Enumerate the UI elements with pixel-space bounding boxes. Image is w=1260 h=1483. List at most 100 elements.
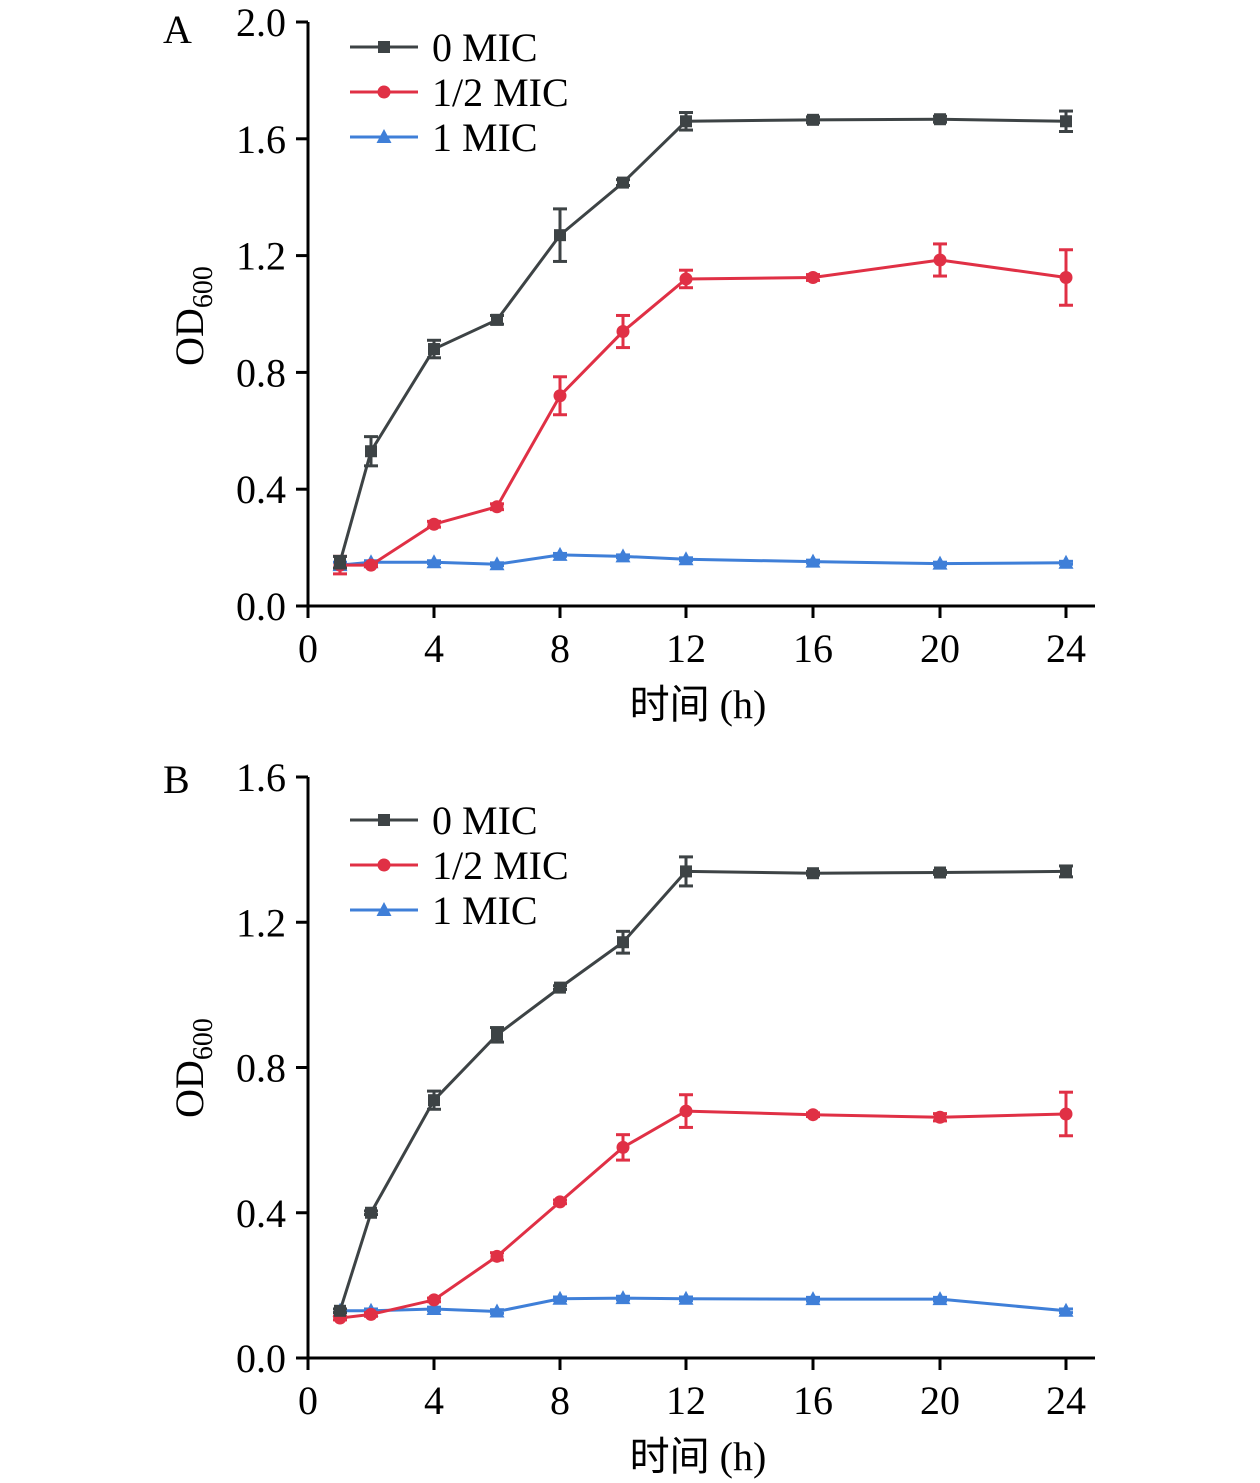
data-point: [805, 553, 821, 568]
legend-marker: [378, 41, 390, 53]
data-point: [489, 556, 505, 571]
chart-panel-a: A 0.0 0.4 0.8 1.2 1.6 2.0 0 4 8 12 16 20 24 0 MIC1/2 …: [163, 0, 1095, 727]
data-point: [615, 548, 631, 563]
legend-marker: [378, 814, 390, 826]
data-point: [1059, 1107, 1073, 1121]
data-point: [679, 1104, 693, 1118]
x-tick-label: 24: [1046, 1378, 1086, 1423]
svg-text:OD600: OD600: [167, 1018, 219, 1118]
x-axis-title: 时间 (h): [630, 682, 767, 727]
data-point: [805, 1291, 821, 1306]
y-axis-title-main: OD: [167, 1060, 212, 1118]
y-axis-title-subscript: 600: [188, 266, 219, 308]
data-point: [490, 1249, 504, 1263]
data-point: [807, 867, 819, 880]
data-point: [1059, 271, 1073, 284]
data-point: [491, 1028, 503, 1041]
data-point: [934, 866, 946, 879]
data-point: [554, 981, 566, 994]
x-tick-label: 24: [1046, 626, 1086, 671]
legend-label: 1/2 MIC: [432, 843, 569, 888]
data-point: [932, 1291, 948, 1306]
x-tick-label: 4: [424, 626, 444, 671]
y-tick-label: 1.6: [236, 755, 286, 800]
data-point: [1060, 115, 1072, 128]
series-line: [338, 869, 1067, 1312]
panel-label: A: [163, 7, 192, 52]
data-point: [932, 555, 948, 570]
data-point: [553, 1195, 567, 1209]
series-line: [340, 258, 1067, 567]
data-point: [616, 325, 630, 339]
data-point: [806, 1108, 820, 1122]
data-point: [428, 1094, 440, 1107]
data-point: [490, 500, 504, 514]
data-point: [678, 1290, 694, 1305]
series-line: [339, 1109, 1067, 1320]
y-tick-label: 2.0: [236, 0, 286, 45]
y-tick-label: 1.6: [236, 117, 286, 162]
data-point: [616, 1140, 630, 1154]
data-point: [554, 229, 566, 242]
x-tick-label: 8: [550, 626, 570, 671]
data-point: [807, 113, 819, 126]
data-point: [427, 517, 441, 531]
legend-label: 0 MIC: [432, 798, 538, 843]
x-tick-label: 20: [920, 626, 960, 671]
y-tick-label: 0.8: [236, 350, 286, 395]
x-tick-label: 8: [550, 1378, 570, 1423]
y-axis-title-subscript: 600: [188, 1018, 219, 1060]
data-point: [552, 1290, 568, 1305]
data-point: [617, 936, 629, 949]
x-tick-label: 4: [424, 1378, 444, 1423]
data-point: [615, 1290, 631, 1305]
legend-label: 1 MIC: [432, 115, 538, 160]
data-point: [365, 445, 377, 458]
data-point: [552, 546, 568, 561]
legend-marker: [376, 129, 392, 143]
x-tick-label: 16: [793, 626, 833, 671]
legend-marker: [377, 85, 391, 99]
y-tick-label: 1.2: [236, 900, 286, 945]
y-tick-label: 0.0: [236, 1336, 286, 1381]
data-point: [617, 176, 629, 189]
x-tick-label: 12: [666, 1378, 706, 1423]
legend-marker: [377, 858, 391, 872]
data-point: [680, 115, 692, 128]
data-point: [678, 551, 694, 566]
x-axis-title: 时间 (h): [630, 1434, 767, 1479]
x-tick-label: 20: [920, 1378, 960, 1423]
y-axis-title: OD600: [167, 1018, 219, 1118]
data-point: [1058, 1302, 1074, 1317]
data-point: [491, 313, 503, 326]
series-line: [340, 1296, 1067, 1314]
series-line: [338, 117, 1067, 563]
data-point: [933, 1110, 947, 1124]
data-point: [426, 554, 442, 569]
legend-label: 1 MIC: [432, 888, 538, 933]
y-tick-label: 0.4: [236, 467, 286, 512]
data-point: [364, 1307, 378, 1321]
y-axis-title: OD600: [167, 266, 219, 366]
data-point: [680, 865, 692, 878]
legend-label: 1/2 MIC: [432, 70, 569, 115]
legend-label: 0 MIC: [432, 25, 538, 70]
series-line: [339, 553, 1067, 567]
data-point: [489, 1303, 505, 1318]
data-point: [334, 1304, 346, 1317]
data-point: [806, 271, 820, 284]
data-point: [365, 1206, 377, 1219]
data-point: [426, 1300, 442, 1315]
x-tick-label: 16: [793, 1378, 833, 1423]
y-tick-label: 0.0: [236, 584, 286, 629]
y-tick-label: 0.8: [236, 1046, 286, 1091]
data-point: [427, 1293, 441, 1307]
data-point: [553, 389, 567, 403]
data-point: [1058, 554, 1074, 569]
y-tick-label: 0.4: [236, 1191, 286, 1236]
y-axis-title-main: OD: [167, 308, 212, 366]
data-point: [364, 558, 378, 572]
